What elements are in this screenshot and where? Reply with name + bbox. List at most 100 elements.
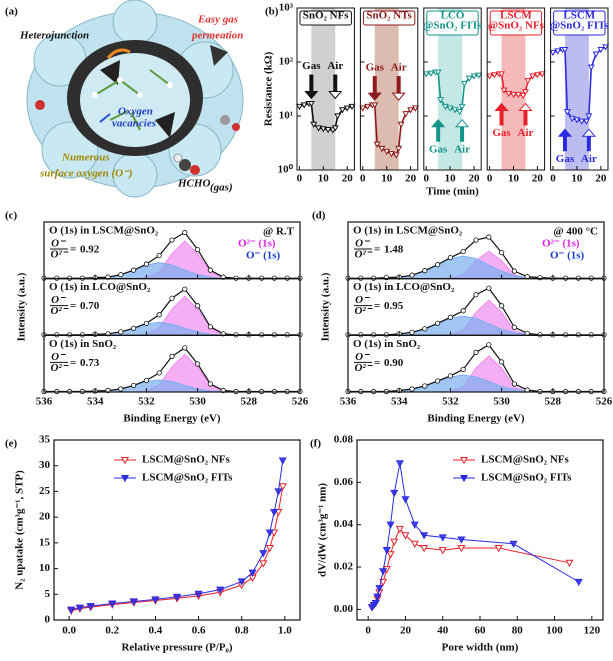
subplot-frame	[296, 7, 355, 171]
x-tick-label: 532	[138, 396, 155, 408]
data-point	[395, 525, 404, 534]
series-line	[71, 486, 284, 612]
arrow-label: Air	[454, 143, 470, 155]
data-point	[565, 559, 574, 568]
x-tick-label: 534	[391, 396, 408, 408]
data-point	[457, 544, 466, 553]
legend-label: O²⁻ (1s)	[542, 238, 580, 250]
y-tick-label: 10³	[279, 2, 294, 14]
raw-point	[143, 320, 149, 326]
y-axis-label: dV/dW (cm³g⁻¹ nm)	[317, 483, 329, 577]
tube-inner	[80, 53, 190, 147]
data-point	[420, 532, 429, 540]
subplot: 0 10 20 SnO₂ NFs Gas Air	[295, 7, 356, 185]
raw-point	[498, 249, 505, 256]
raw-point	[118, 329, 124, 335]
y-tick-label: 0.08	[334, 434, 354, 446]
ratio-numerator: O⁻	[355, 238, 370, 250]
condition: @ R.T	[263, 226, 295, 238]
particle	[155, 112, 175, 138]
annotation: surface oxygen (O⁻)	[39, 168, 133, 180]
data-point	[386, 521, 395, 529]
data-point	[265, 529, 274, 537]
subplot-title: SnO₂ NFs	[303, 10, 350, 22]
x-tick-label: 120	[584, 625, 601, 637]
data-point	[375, 585, 384, 593]
legend-label: O⁻ (1s)	[550, 250, 585, 262]
raw-point	[156, 312, 162, 318]
ratio-value: 1.48	[384, 244, 404, 256]
y-axis-label: Intensity (a.u.)	[16, 272, 28, 341]
x-tick-label: 20	[342, 173, 354, 185]
legend-marker	[120, 456, 130, 465]
arrow-head	[581, 128, 596, 137]
data-point	[498, 71, 505, 78]
data-point	[331, 125, 339, 132]
x-tick-label: 10	[571, 173, 583, 185]
raw-point	[207, 267, 213, 273]
data-point	[338, 107, 346, 114]
subplot-title: O (1s) in LCO@SnO₂	[49, 281, 151, 293]
x-tick-label: 60	[475, 625, 487, 637]
arrow-label: Gas	[556, 153, 575, 165]
data-point	[395, 460, 404, 468]
raw-point	[422, 268, 428, 274]
y-tick-label: 0.04	[334, 518, 354, 530]
data-point	[514, 91, 522, 99]
raw-point	[473, 349, 479, 355]
raw-point	[511, 324, 518, 330]
data-point	[592, 51, 600, 58]
y-tick-label: 0.06	[334, 476, 354, 488]
data-point	[348, 103, 356, 111]
arrow-label: Air	[581, 153, 597, 165]
panel-label: (a)	[5, 6, 18, 18]
arrow-head	[304, 90, 319, 100]
data-point	[343, 105, 351, 112]
raw-point	[169, 353, 175, 359]
data-point	[386, 551, 395, 559]
data-point	[371, 102, 379, 109]
data-point	[371, 599, 380, 608]
panel-label: (c)	[5, 210, 18, 222]
ratio-value: 0.95	[384, 300, 404, 312]
raw-point	[498, 359, 505, 365]
data-point	[470, 73, 478, 80]
raw-point	[434, 378, 441, 384]
title-box	[553, 10, 606, 36]
arrow-head	[328, 90, 343, 100]
x-tick-label: 20	[469, 173, 481, 185]
x-tick-label: 0.2	[105, 625, 119, 637]
data-point	[129, 598, 138, 606]
data-point	[458, 103, 466, 111]
data-point	[574, 578, 583, 587]
subplot-title: @SnO₂ FITs	[423, 20, 482, 32]
arrow-label: Air	[391, 62, 407, 74]
x-tick-label: 0.0	[62, 625, 76, 637]
annotation: vacancies	[112, 118, 156, 130]
subplot-title: O (1s) in SnO₂	[353, 338, 421, 350]
arrow-label: Air	[518, 127, 534, 139]
arrow-label: Gas	[366, 62, 385, 74]
data-point	[67, 606, 76, 614]
ratio-sign: =	[374, 300, 380, 312]
data-point	[265, 544, 274, 553]
x-tick-label: 530	[493, 396, 510, 408]
data-point	[538, 71, 546, 78]
plot-frame	[356, 439, 604, 621]
x-tick-label: 10	[445, 173, 457, 185]
raw-point	[447, 314, 453, 320]
raw-point	[498, 303, 505, 309]
legend-marker	[459, 474, 469, 483]
arrow-head	[518, 102, 533, 111]
data-point	[383, 148, 391, 156]
raw-point	[156, 252, 162, 259]
particle	[100, 60, 120, 85]
ratio-value: 0.73	[80, 357, 100, 369]
x-tick-label: 20	[405, 173, 417, 185]
panel-label: (e)	[5, 438, 18, 450]
ratio-denominator: O²⁻	[50, 249, 68, 261]
raw-point	[169, 237, 175, 243]
ratio-value: 0.92	[80, 244, 100, 256]
data-point	[529, 73, 537, 80]
